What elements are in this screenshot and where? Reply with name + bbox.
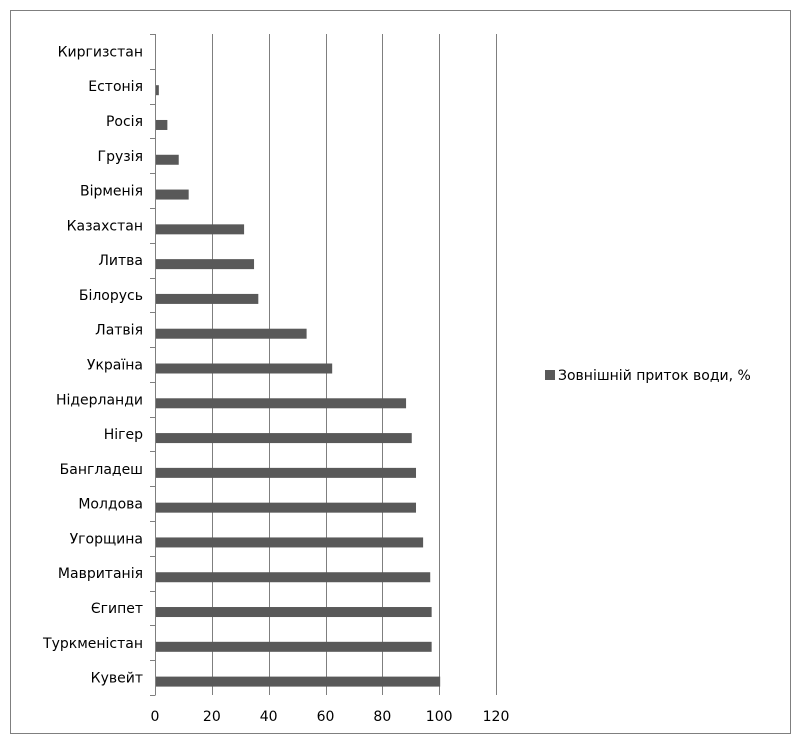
x-tick-label: 80 [373,709,391,725]
bar [156,641,432,652]
legend-swatch [545,370,555,380]
category-label: Литва [98,253,143,269]
category-label: Казахстан [67,218,143,234]
category-label: Грузія [98,149,143,165]
category-label: Нідерланди [56,392,143,408]
category-label: Кувейт [91,671,143,687]
category-label: Бангладеш [60,462,143,478]
category-label: Молдова [78,497,143,513]
bar [156,607,432,618]
category-label: Мавританія [58,566,143,582]
bar [156,572,431,583]
bar [156,537,424,548]
category-label: Естонія [88,79,143,95]
x-tick-label: 60 [317,709,335,725]
category-label: Вірменія [80,184,143,200]
category-label: Туркменістан [42,636,143,652]
x-tick-label: 100 [426,709,453,725]
category-label: Киргизстан [58,44,143,60]
bar [156,363,333,374]
gridlines [212,34,497,695]
legend-label: Зовнішній приток води, % [558,368,751,384]
legend: Зовнішній приток води, % [545,368,751,384]
x-tick-label: 20 [203,709,221,725]
category-labels: Киргизстан Естонія Росія Грузія Вірменія Каза… [42,44,143,686]
bars [156,85,441,687]
x-tick-label: 120 [483,709,510,725]
category-label: Латвія [95,323,143,339]
bar [156,502,417,513]
bar [156,398,407,409]
bar [156,85,159,96]
bar [156,328,307,339]
bar [156,119,168,130]
bar [156,433,412,444]
bar [156,467,417,478]
category-label: Білорусь [79,288,143,304]
x-tick-label: 0 [151,709,160,725]
bar [156,154,179,165]
category-label: Угорщина [70,531,143,547]
category-label: Нігер [104,427,143,443]
category-label: Україна [87,358,143,374]
category-label: Єгипет [91,601,143,617]
bar [156,224,245,235]
axes [150,34,156,696]
category-label: Росія [106,114,143,130]
bar [156,293,259,304]
x-tick-label: 40 [260,709,278,725]
tick-labels: 0 20 40 60 80 100 120 [151,709,510,725]
bar [156,189,189,200]
bar [156,676,441,687]
bar [156,259,255,270]
